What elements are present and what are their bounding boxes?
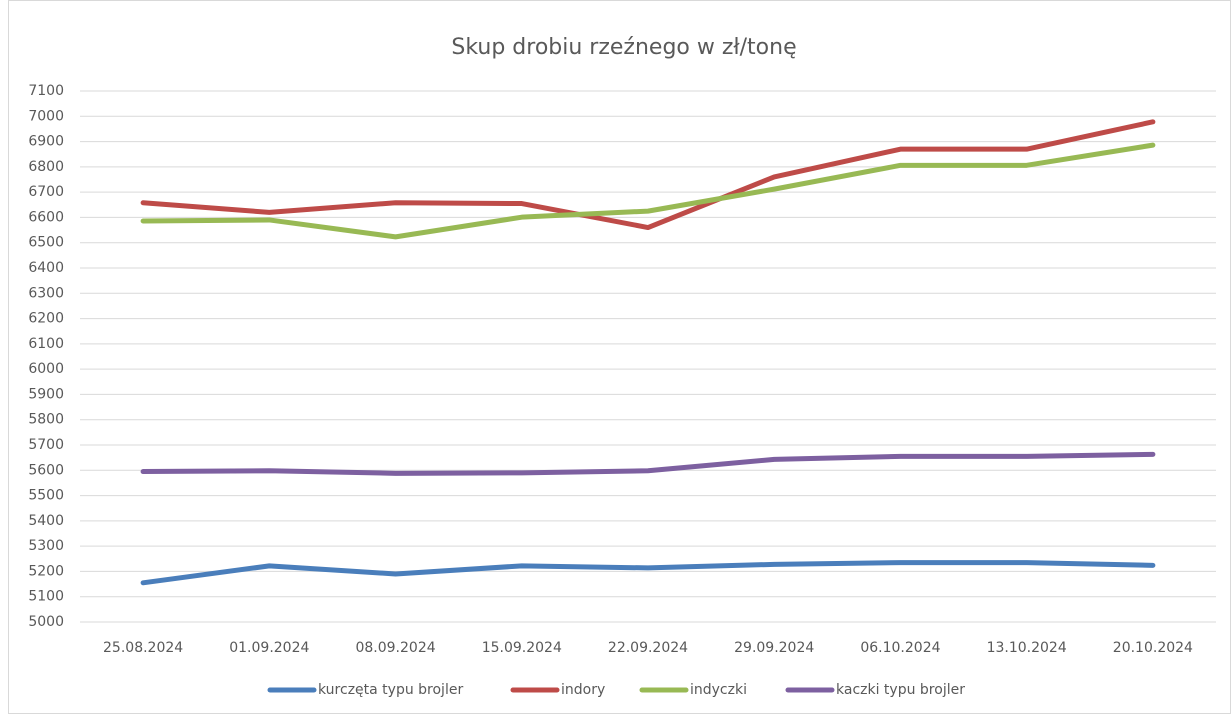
y-tick-label: 6500 [28,235,64,251]
x-tick-label: 22.09.2024 [608,640,688,656]
y-tick-label: 6200 [28,311,64,327]
series-line [140,560,1156,586]
x-tick-label: 13.10.2024 [987,640,1067,656]
x-tick-label: 20.10.2024 [1113,640,1193,656]
y-tick-label: 5900 [28,386,64,402]
legend-label: indory [561,682,605,698]
x-tick-label: 15.09.2024 [482,640,562,656]
x-tick-label: 25.08.2024 [103,640,183,656]
y-tick-label: 5200 [28,563,64,579]
y-tick-label: 5600 [28,462,64,478]
y-tick-label: 5400 [28,513,64,529]
y-tick-label: 6900 [28,134,64,150]
y-tick-label: 6300 [28,285,64,301]
series-line [140,119,1156,231]
y-tick-label: 5800 [28,412,64,428]
y-tick-label: 7100 [28,83,64,99]
legend-label: kaczki typu brojler [836,682,965,698]
y-tick-label: 5000 [28,614,64,630]
y-tick-label: 6000 [28,361,64,377]
series-line [140,142,1156,240]
legend-label: kurczęta typu brojler [318,682,463,698]
chart-border [8,0,1231,714]
y-tick-label: 6700 [28,184,64,200]
y-tick-label: 6400 [28,260,64,276]
y-tick-label: 6800 [28,159,64,175]
y-tick-label: 7000 [28,108,64,124]
x-tick-label: 29.09.2024 [734,640,814,656]
legend-label: indyczki [690,682,747,698]
x-tick-label: 08.09.2024 [355,640,435,656]
chart-title: Skup drobiu rzeźnego w zł/tonę [451,35,796,60]
y-tick-label: 5100 [28,589,64,605]
y-tick-label: 6600 [28,209,64,225]
y-tick-label: 6100 [28,336,64,352]
y-tick-label: 5700 [28,437,64,453]
series-line [140,451,1156,476]
y-tick-label: 5300 [28,538,64,554]
y-tick-label: 5500 [28,488,64,504]
x-tick-label: 06.10.2024 [860,640,940,656]
x-tick-label: 01.09.2024 [229,640,309,656]
